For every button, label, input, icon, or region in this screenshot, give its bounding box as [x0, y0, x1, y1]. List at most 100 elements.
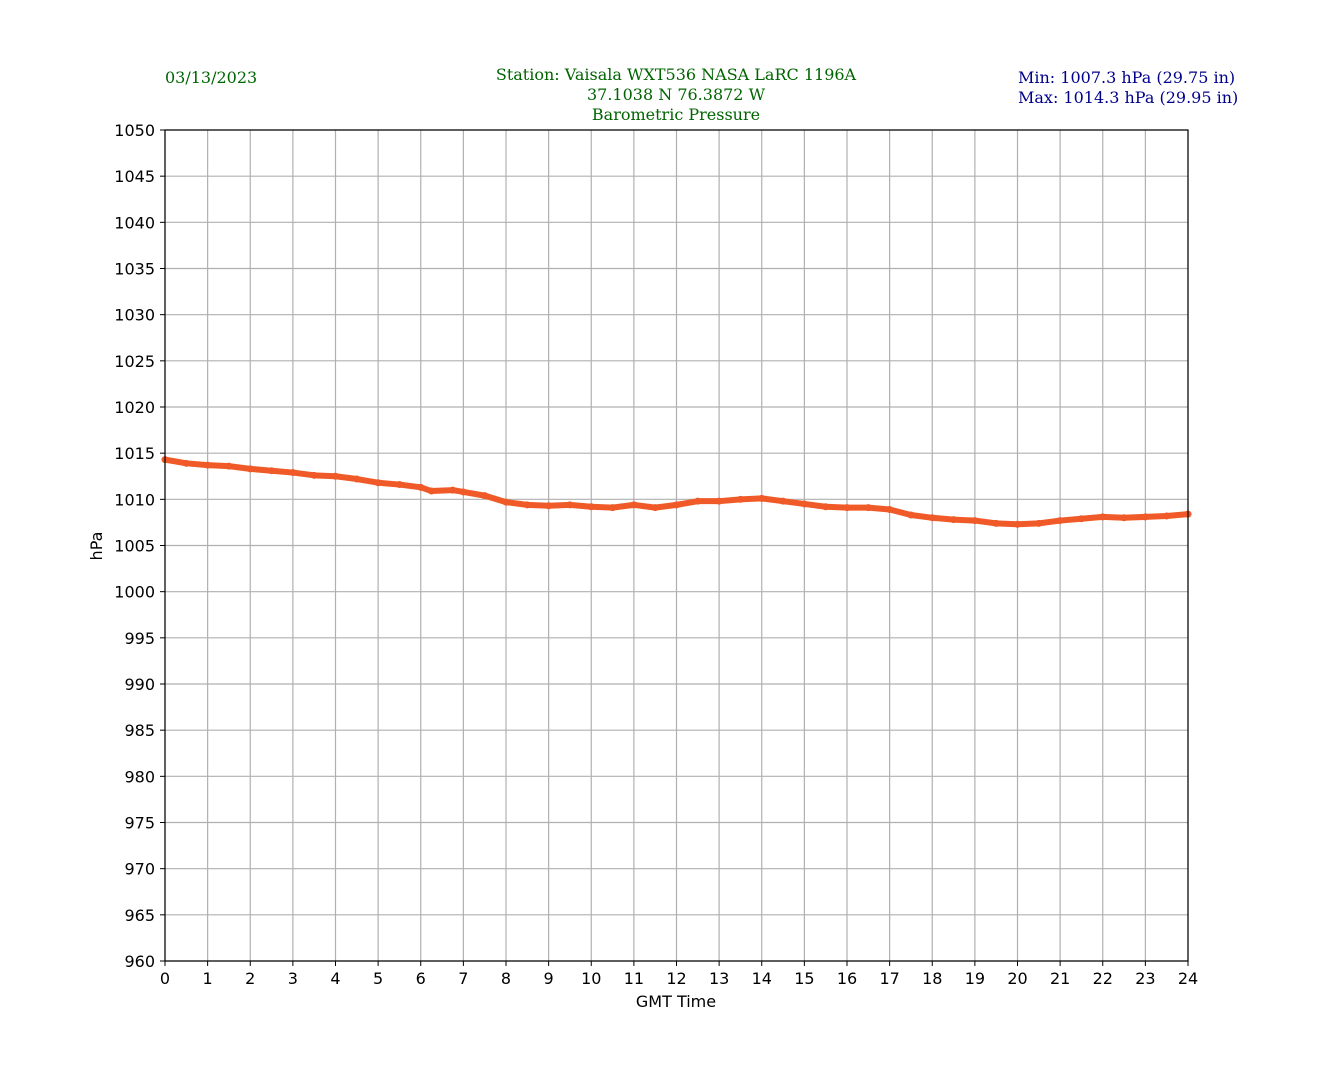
data-point [758, 494, 766, 502]
y-tick-label: 965 [124, 906, 155, 925]
y-tick-label: 995 [124, 629, 155, 648]
y-tick-label: 980 [124, 767, 155, 786]
x-tick-label: 18 [922, 969, 942, 988]
data-point [268, 467, 276, 475]
series-line [161, 456, 1192, 528]
y-tick-label: 970 [124, 860, 155, 879]
date-label: 03/13/2023 [165, 68, 257, 87]
x-tick-label: 8 [501, 969, 511, 988]
y-tick-label: 1015 [114, 444, 155, 463]
y-tick-label: 1030 [114, 306, 155, 325]
y-tick-label: 1035 [114, 260, 155, 279]
min-label: Min: 1007.3 hPa (29.75 in) [1018, 68, 1235, 87]
data-point [566, 501, 574, 509]
x-tick-label: 16 [837, 969, 857, 988]
x-tick-label: 17 [879, 969, 899, 988]
data-point [225, 462, 233, 470]
data-point [395, 481, 403, 489]
station-label: Station: Vaisala WXT536 NASA LaRC 1196A [496, 65, 857, 84]
data-point [545, 502, 553, 510]
data-point [630, 501, 638, 509]
data-point [843, 504, 851, 512]
data-point [417, 483, 425, 491]
x-tick-label: 0 [160, 969, 170, 988]
y-tick-label: 1000 [114, 583, 155, 602]
x-tick-label: 19 [965, 969, 985, 988]
axis-ticks: 0 1 2 3 4 5 6 7 8 9 10 11 12 13 14 15 16 17 18 19 20 21 22 23 24… [114, 121, 1198, 988]
data-point [481, 492, 489, 500]
data-point [289, 469, 297, 477]
data-point [246, 465, 254, 473]
y-tick-label: 1050 [114, 121, 155, 140]
x-tick-label: 9 [544, 969, 554, 988]
data-point [332, 472, 339, 480]
data-point [800, 500, 808, 508]
y-tick-label: 1010 [114, 490, 155, 509]
data-point [673, 501, 680, 509]
x-tick-label: 20 [1007, 969, 1027, 988]
data-point [1035, 519, 1043, 527]
data-point [950, 516, 958, 524]
data-point [1056, 517, 1064, 525]
x-tick-label: 14 [752, 969, 772, 988]
data-point [1141, 513, 1149, 521]
data-point [971, 517, 979, 525]
data-point [1120, 514, 1128, 522]
data-point [374, 479, 382, 487]
y-tick-label: 1040 [114, 213, 155, 232]
data-point [459, 488, 467, 496]
grid [164, 129, 1189, 962]
data-point [928, 514, 936, 522]
data-point [1077, 515, 1085, 523]
data-point [427, 487, 435, 495]
x-tick-label: 12 [666, 969, 686, 988]
y-axis-label: hPa [87, 532, 106, 561]
x-axis-label: GMT Time [636, 992, 716, 1011]
data-point [310, 471, 318, 479]
max-label: Max: 1014.3 hPa (29.95 in) [1018, 88, 1238, 107]
data-point [1014, 520, 1021, 528]
data-point [651, 504, 659, 512]
y-tick-label: 975 [124, 814, 155, 833]
y-tick-label: 990 [124, 675, 155, 694]
data-point [992, 519, 1000, 527]
y-tick-label: 960 [124, 952, 155, 971]
data-point [907, 511, 915, 519]
data-point [886, 505, 894, 513]
data-point [864, 504, 872, 512]
data-point [609, 504, 617, 512]
data-point [779, 497, 787, 505]
data-point [694, 497, 702, 505]
x-tick-label: 13 [709, 969, 729, 988]
data-point [1099, 513, 1107, 521]
x-tick-label: 10 [581, 969, 601, 988]
chart-title: Barometric Pressure [592, 105, 760, 124]
x-tick-label: 7 [458, 969, 468, 988]
data-point [182, 459, 190, 467]
y-tick-label: 1005 [114, 537, 155, 556]
data-point [353, 475, 361, 483]
x-tick-label: 3 [288, 969, 298, 988]
data-point [822, 503, 830, 511]
x-tick-label: 15 [794, 969, 814, 988]
data-point [204, 461, 212, 469]
x-tick-label: 11 [624, 969, 644, 988]
data-point [523, 501, 531, 509]
pressure-line [162, 456, 1191, 528]
data-point [715, 497, 723, 505]
x-tick-label: 4 [330, 969, 340, 988]
data-point [1163, 512, 1171, 520]
data-point [736, 495, 744, 503]
y-tick-label: 1025 [114, 352, 155, 371]
data-point [502, 498, 510, 506]
x-tick-label: 2 [245, 969, 255, 988]
x-tick-label: 23 [1135, 969, 1155, 988]
x-tick-label: 1 [203, 969, 213, 988]
data-point [449, 486, 457, 494]
x-tick-label: 21 [1050, 969, 1070, 988]
data-point [587, 503, 595, 511]
y-tick-label: 1020 [114, 398, 155, 417]
y-tick-label: 1045 [114, 167, 155, 186]
